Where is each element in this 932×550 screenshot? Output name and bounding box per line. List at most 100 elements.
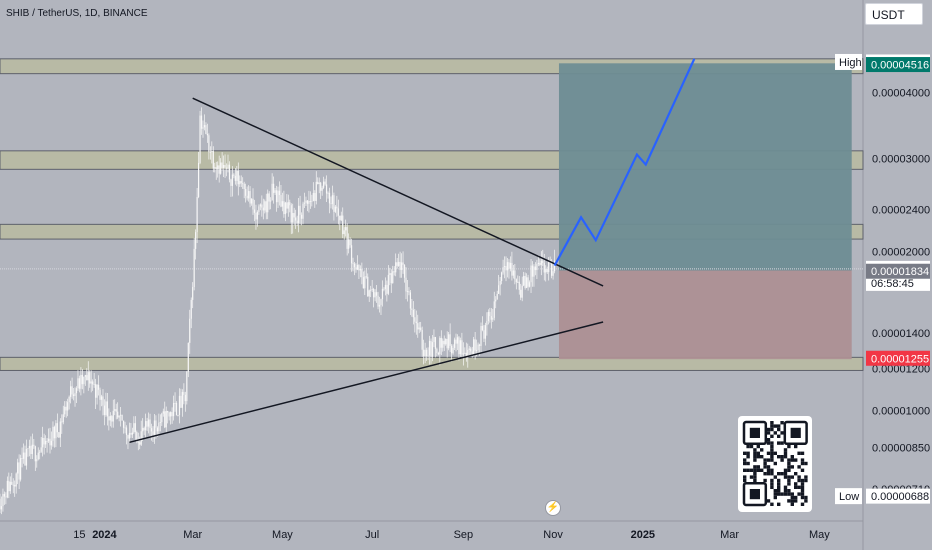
candle-body [323,181,325,188]
qr-module [787,468,791,472]
qr-module [743,475,747,479]
qr-module [773,495,777,500]
qr-module [777,492,781,496]
qr-module [777,482,781,486]
candle-body [430,340,432,357]
qr-module [753,472,757,476]
candle-body [471,351,473,355]
candle-body [283,201,285,215]
candle-body [548,260,550,273]
price-label-box [866,263,930,279]
candle-body [137,441,139,443]
qr-module [770,421,774,425]
candle-body [114,409,116,411]
qr-module [780,421,784,425]
qr-module [777,478,781,483]
candle-body [161,413,163,423]
candle-body [95,384,97,398]
candle-body [245,189,247,196]
candle-body [396,262,398,266]
candle-body [530,265,532,283]
candle-body [147,419,150,427]
candle-body [162,411,164,414]
candle-body [261,204,263,208]
qr-module [770,482,774,486]
candle-body [361,269,363,278]
qr-module [800,485,805,489]
candle-body [467,349,469,358]
x-tick-label: May [272,529,293,541]
qr-module [783,472,788,476]
candle-body [124,427,126,429]
qr-module [770,485,774,489]
candle-body [456,337,459,344]
qr-module [777,485,781,489]
candle-body [9,481,11,492]
candle-body [553,260,556,272]
qr-module [783,451,788,455]
qr-module [766,438,771,442]
candle-body [206,133,209,136]
qr-module [766,458,771,462]
qr-code-icon [738,416,812,512]
candle-body [168,412,170,417]
qr-module [787,461,791,466]
candle-body [343,230,345,235]
candle-body [156,427,158,432]
qr-module [749,444,754,449]
candle-body [442,340,444,348]
candle-body [83,376,85,385]
candle-body [353,263,356,268]
candle-body [78,378,81,389]
qr-module [787,482,791,486]
candle-body [287,202,289,209]
qr-module [790,499,794,503]
qr-module [763,472,767,476]
candle-body [399,261,401,270]
candle-body [258,206,260,212]
candle-body [408,291,410,293]
candle-body [418,327,420,330]
qr-module [790,495,794,500]
x-tick-label: Nov [543,529,563,541]
qr-module [770,472,774,476]
candle-body [90,381,92,384]
y-tick-label: 0.00001200 [872,364,930,376]
candle-body [58,432,60,438]
qr-module [766,468,771,472]
price-tag-text: Low [839,491,859,503]
candle-body [384,284,386,290]
candle-body [177,415,179,416]
qr-module [794,444,798,449]
candle-body [546,269,548,273]
qr-module [797,465,801,469]
candle-body [398,261,400,266]
qr-module [753,468,757,472]
candle-body [496,293,498,300]
qr-module [766,499,771,503]
candle-body [406,291,409,292]
candle-body [425,349,428,356]
candle-body [117,411,119,418]
candle-body [8,480,10,492]
candle-body [39,451,41,453]
candle-body [440,337,442,348]
candle-body [25,448,28,466]
candle-body [203,125,206,128]
candle-body [86,375,88,381]
candle-body [345,227,347,231]
candle-body [478,344,481,346]
candle-body [378,304,381,307]
candle-body [423,349,425,357]
candle-body [517,281,519,283]
price-label-text: 0.00001255 [871,353,929,365]
candle-body [186,371,188,402]
candle-body [112,410,114,422]
candle-body [324,181,326,185]
candle-body [3,493,6,497]
x-tick-label: 2025 [631,529,655,541]
candle-body [450,345,453,354]
candle-body [493,301,495,318]
currency-button[interactable]: USDT [865,3,923,25]
